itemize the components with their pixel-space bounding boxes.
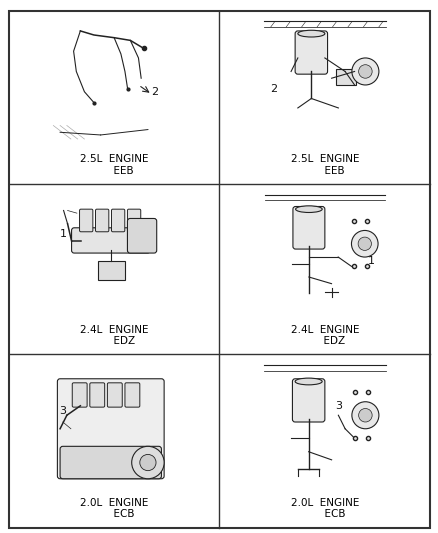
Text: 1: 1 xyxy=(367,256,374,266)
FancyBboxPatch shape xyxy=(125,383,139,407)
Text: 1: 1 xyxy=(60,229,67,239)
Text: 3: 3 xyxy=(59,406,66,416)
FancyBboxPatch shape xyxy=(127,209,141,232)
FancyBboxPatch shape xyxy=(71,228,150,253)
FancyBboxPatch shape xyxy=(79,209,93,232)
Text: 2.4L  ENGINE
      EDZ: 2.4L ENGINE EDZ xyxy=(290,325,358,346)
Ellipse shape xyxy=(295,206,321,213)
Text: 2.0L  ENGINE
      ECB: 2.0L ENGINE ECB xyxy=(290,498,358,520)
Circle shape xyxy=(351,402,378,429)
Circle shape xyxy=(351,230,377,257)
Bar xyxy=(335,69,355,85)
Circle shape xyxy=(131,446,164,479)
FancyBboxPatch shape xyxy=(107,383,122,407)
Circle shape xyxy=(358,64,371,78)
Ellipse shape xyxy=(294,378,321,385)
FancyBboxPatch shape xyxy=(57,379,164,479)
Text: 2.0L  ENGINE
      ECB: 2.0L ENGINE ECB xyxy=(80,498,148,520)
FancyBboxPatch shape xyxy=(111,209,124,232)
FancyBboxPatch shape xyxy=(90,383,104,407)
Bar xyxy=(98,261,124,280)
Text: 2.5L  ENGINE
      EEB: 2.5L ENGINE EEB xyxy=(290,154,358,176)
Circle shape xyxy=(351,58,378,85)
Text: 2: 2 xyxy=(151,87,158,96)
FancyBboxPatch shape xyxy=(292,379,324,422)
FancyBboxPatch shape xyxy=(127,219,156,253)
Text: 2.5L  ENGINE
      EEB: 2.5L ENGINE EEB xyxy=(80,154,148,176)
Text: 2: 2 xyxy=(269,84,276,94)
FancyBboxPatch shape xyxy=(95,209,109,232)
Text: 2.4L  ENGINE
      EDZ: 2.4L ENGINE EDZ xyxy=(80,325,148,346)
FancyBboxPatch shape xyxy=(60,446,161,479)
FancyBboxPatch shape xyxy=(292,206,324,249)
Text: 3: 3 xyxy=(334,401,341,411)
Circle shape xyxy=(358,408,371,422)
FancyBboxPatch shape xyxy=(72,383,87,407)
Circle shape xyxy=(139,455,155,471)
Circle shape xyxy=(357,237,371,251)
FancyBboxPatch shape xyxy=(294,31,327,74)
Ellipse shape xyxy=(297,30,324,37)
